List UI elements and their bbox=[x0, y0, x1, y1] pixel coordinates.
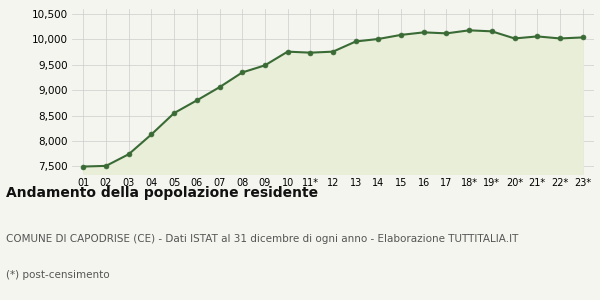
Text: COMUNE DI CAPODRISE (CE) - Dati ISTAT al 31 dicembre di ogni anno - Elaborazione: COMUNE DI CAPODRISE (CE) - Dati ISTAT al… bbox=[6, 234, 518, 244]
Text: Andamento della popolazione residente: Andamento della popolazione residente bbox=[6, 186, 318, 200]
Text: (*) post-censimento: (*) post-censimento bbox=[6, 270, 110, 280]
